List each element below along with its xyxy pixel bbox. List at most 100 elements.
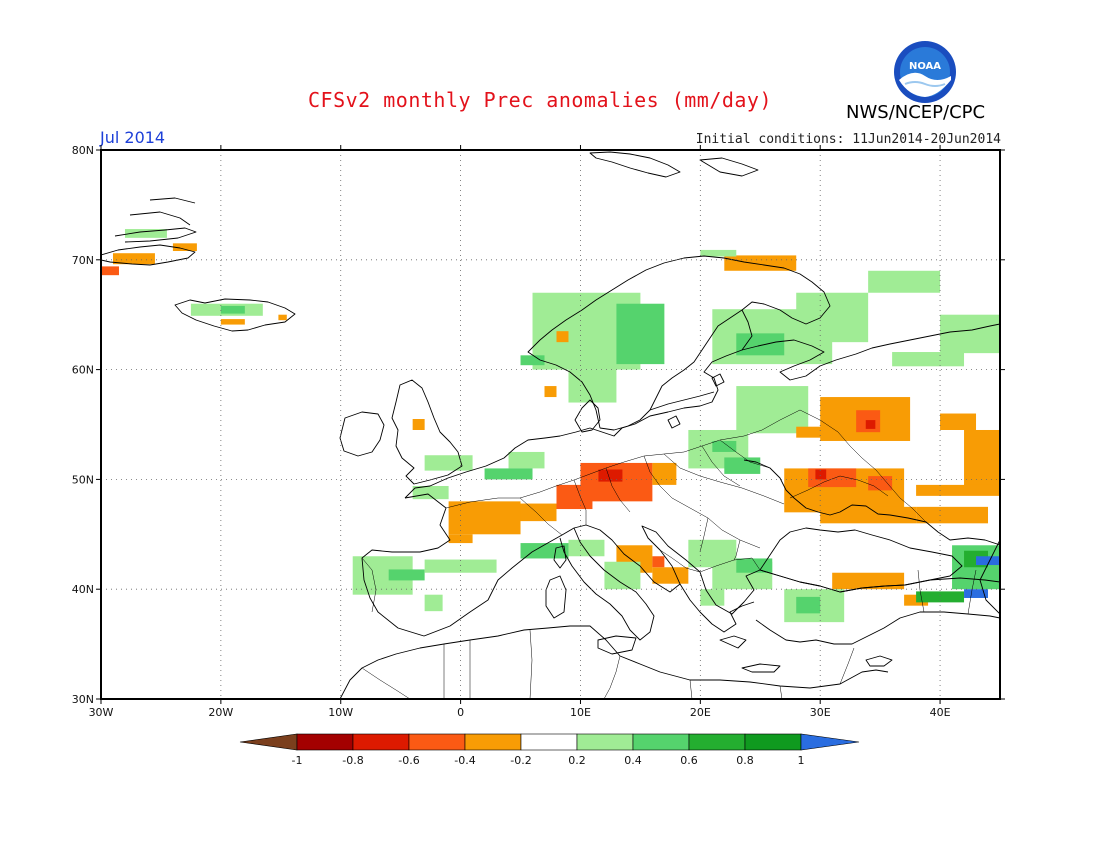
agency-label: NWS/NCEP/CPC [846,102,986,123]
coastline-italy [559,527,655,641]
lon-tick-label: 30E [810,706,831,719]
coastline-caspian [979,539,1000,615]
anomaly-area [484,468,533,480]
colorbar-label: -1 [292,754,303,767]
anomaly-area [724,457,761,474]
anomaly-area [112,253,155,265]
anomaly-area [424,594,443,612]
coastline-scandinavia [527,255,831,431]
colorbar-label: -0.4 [454,754,475,767]
anomaly-area [520,355,545,366]
anomaly-area [832,572,905,590]
noaa-logo: NOAA [894,41,956,103]
anomaly-area [796,292,869,343]
lat-tick-label: 70N [72,254,94,267]
anomaly-area [892,352,965,367]
colorbar-swatch [520,733,578,751]
anomaly-area [388,569,425,581]
colorbar-legend: -1 -0.8 -0.6 -0.4 -0.2 0.2 0.4 0.6 0.8 1 [239,733,860,767]
anomaly-area [820,506,917,524]
anomaly-area [220,319,245,325]
anomaly-area [700,249,737,257]
lon-tick-label: 0 [457,706,464,719]
colorbar-label: 0.6 [680,754,698,767]
coastline-black-sea [759,527,963,593]
lat-tick-label: 50N [72,473,94,486]
anomaly-area [508,451,545,469]
colorbar-swatch [688,733,746,751]
anomaly-area [796,426,833,438]
anomaly-area [124,229,167,238]
coastline-denmark [574,399,601,433]
colorbar-swatch [408,733,466,751]
coastline-north-africa [339,625,889,699]
forecast-month: Jul 2014 [100,128,166,147]
lon-tick-label: 30W [89,706,114,719]
initial-conditions: Initial conditions: 11Jun2014-20Jun2014 [695,132,1001,147]
anomaly-area [448,501,521,535]
colorbar-low-triangle [239,733,298,751]
colorbar-label: 1 [798,754,805,767]
anomaly-area [101,266,119,276]
coastline-cyprus [865,655,893,667]
coastline-crete [741,663,781,673]
lon-tick-label: 10W [328,706,353,719]
lon-tick-label: 40E [930,706,951,719]
anomaly-area [976,556,1000,566]
anomaly-area [736,386,809,434]
anomaly-area [616,303,665,365]
anomaly-area [412,485,449,500]
lon-tick-label: 20E [690,706,711,719]
anomaly-area [220,305,245,314]
coastline-great-britain [391,379,463,485]
anomaly-area [700,589,725,606]
anomaly-area [568,539,605,557]
lat-tick-label: 30N [72,693,94,706]
anomaly-area [796,596,821,614]
anomaly-area [520,543,569,559]
anomaly-area [448,534,473,544]
anomaly-area [916,484,1000,496]
anomaly-area [964,589,989,598]
anomaly-area [736,558,773,573]
colorbar-label: -0.2 [510,754,531,767]
lat-tick-label: 60N [72,364,94,377]
lon-tick-label: 20W [208,706,233,719]
anomaly-area [712,440,737,452]
anomaly-area [964,429,1000,493]
anomaly-layer [101,229,1000,623]
coastline-greece [679,583,755,633]
anomaly-area [556,331,569,343]
coastline-layer [101,151,1000,699]
anomaly-area [736,333,785,356]
anomaly-area [598,469,623,482]
colorbar-label: -0.8 [342,754,363,767]
colorbar-high-triangle [800,733,860,751]
chart-title: CFSv2 monthly Prec anomalies (mm/day) [308,88,773,112]
coastline-ireland [339,411,385,457]
lon-tick-label: 10E [570,706,591,719]
anomaly-area [568,369,617,403]
lat-tick-label: 80N [72,144,94,157]
colorbar-swatch [576,733,634,751]
colorbar-swatch [296,733,354,751]
anomaly-area [172,243,197,252]
anomaly-area [278,314,287,321]
anomaly-area [556,484,593,510]
colorbar-swatch [464,733,522,751]
anomaly-area [815,469,827,480]
colorbar-label: 0.8 [736,754,754,767]
colorbar-swatch [632,733,690,751]
coastline-sicily [597,635,637,655]
anomaly-area [916,591,965,603]
anomaly-area [652,462,677,485]
anomaly-area [424,559,497,573]
map-frame [100,149,1001,700]
anomaly-area [940,413,977,430]
noaa-logo-text: NOAA [909,61,941,72]
anomaly-area [544,386,557,398]
anomaly-area [412,419,425,430]
colorbar-swatch [352,733,410,751]
coastline-svalbard [589,151,681,178]
anomaly-area [652,556,665,568]
